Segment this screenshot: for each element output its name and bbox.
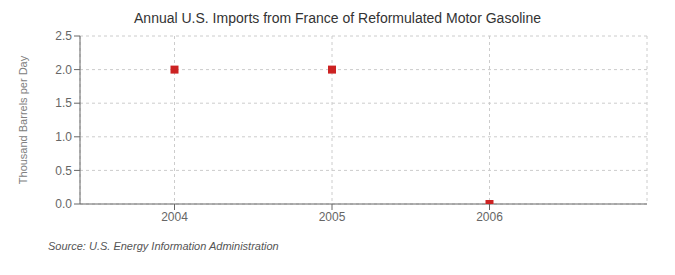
- svg-text:2006: 2006: [476, 210, 503, 224]
- svg-text:2.5: 2.5: [55, 29, 72, 43]
- svg-text:0.5: 0.5: [55, 164, 72, 178]
- svg-text:2.0: 2.0: [55, 63, 72, 77]
- svg-text:0.0: 0.0: [55, 197, 72, 211]
- html-text:Annual U.S. Imports from Franc: Annual U.S. Imports from France of Refor…: [134, 10, 541, 26]
- svg-text:1.0: 1.0: [55, 130, 72, 144]
- svg-text:2004: 2004: [161, 210, 188, 224]
- svg-text:Thousand Barrels per Day: Thousand Barrels per Day: [17, 55, 29, 184]
- html-text:Source: U.S. Energy Informatio: Source: U.S. Energy Information Administ…: [48, 240, 279, 252]
- svg-text:2005: 2005: [319, 210, 346, 224]
- svg-text:1.5: 1.5: [55, 96, 72, 110]
